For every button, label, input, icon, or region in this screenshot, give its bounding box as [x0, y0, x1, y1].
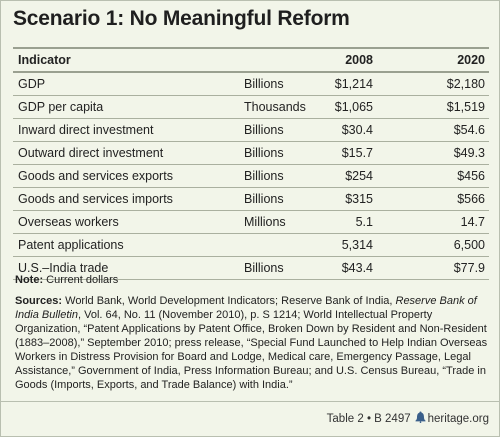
cell-unit: Billions — [244, 261, 284, 275]
cell-indicator: Overseas workers — [18, 215, 119, 229]
cell-2020: $2,180 — [446, 77, 485, 91]
sources-label: Sources: — [15, 295, 63, 307]
cell-unit: Billions — [244, 192, 284, 206]
cell-indicator: U.S.–India trade — [18, 261, 109, 275]
cell-2020: $54.6 — [453, 123, 485, 137]
data-table: Indicator 2008 2020 GDP Billions $1,214 $2,… — [13, 47, 489, 280]
table-row: Outward direct investment Billions $15.7 $4… — [13, 142, 489, 165]
table-row: Patent applications 5,314 6,500 — [13, 234, 489, 257]
cell-indicator: Patent applications — [18, 238, 124, 252]
footer-doc-ref: B 2497 — [374, 413, 411, 425]
cell-2020: $566 — [457, 192, 485, 206]
cell-2008: 5.1 — [355, 215, 373, 229]
page-title: Scenario 1: No Meaningful Reform — [13, 7, 350, 30]
column-header-2020: 2020 — [457, 53, 485, 67]
cell-2020: $456 — [457, 169, 485, 183]
cell-2020: $77.9 — [453, 261, 485, 275]
cell-2008: $30.4 — [341, 123, 373, 137]
cell-unit: Billions — [244, 77, 284, 91]
cell-2020: 6,500 — [453, 238, 485, 252]
cell-2008: $15.7 — [341, 146, 373, 160]
table-row: GDP per capita Thousands $1,065 $1,519 — [13, 96, 489, 119]
column-header-2008: 2008 — [345, 53, 373, 67]
cell-indicator: Goods and services imports — [18, 192, 173, 206]
table-row: Inward direct investment Billions $30.4 $54… — [13, 119, 489, 142]
cell-2008: $1,214 — [334, 77, 373, 91]
cell-unit: Billions — [244, 146, 284, 160]
table-row: Goods and services exports Billions $254 $4… — [13, 165, 489, 188]
table-row: Overseas workers Millions 5.1 14.7 — [13, 211, 489, 234]
note-label: Note: — [15, 274, 44, 286]
table-header-row: Indicator 2008 2020 — [13, 49, 489, 73]
liberty-bell-icon — [415, 411, 426, 423]
footer-site[interactable]: heritage.org — [427, 413, 489, 425]
table-note: Note: Current dollars — [15, 273, 485, 287]
cell-2020: $1,519 — [446, 100, 485, 114]
cell-indicator: Goods and services exports — [18, 169, 173, 183]
table-row: GDP Billions $1,214 $2,180 — [13, 73, 489, 96]
cell-2008: $43.4 — [341, 261, 373, 275]
footer-table-ref: Table 2 — [326, 413, 364, 425]
footer-separator: • — [363, 413, 375, 425]
sources-text-1: World Bank, World Development Indicators… — [62, 295, 396, 307]
sources-italic-title: Reserve Bank of India Bulletin — [15, 295, 477, 321]
cell-unit: Billions — [244, 123, 284, 137]
cell-2008: $315 — [345, 192, 373, 206]
table-row: Goods and services imports Billions $315 $5… — [13, 188, 489, 211]
footer-credit: Table 2 • B 2497 heritage.org — [327, 411, 489, 425]
note-text: Current dollars — [43, 274, 119, 286]
cell-unit: Millions — [244, 215, 286, 229]
cell-unit: Billions — [244, 169, 284, 183]
column-header-indicator: Indicator — [18, 53, 71, 67]
cell-unit: Thousands — [244, 100, 306, 114]
cell-2008: $254 — [345, 169, 373, 183]
table-row: U.S.–India trade Billions $43.4 $77.9 — [13, 257, 489, 280]
cell-indicator: GDP — [18, 77, 46, 91]
cell-2008: 5,314 — [341, 238, 373, 252]
footer: Table 2 • B 2497 heritage.org — [1, 401, 500, 425]
cell-indicator: Inward direct investment — [18, 123, 154, 137]
cell-indicator: GDP per capita — [18, 100, 104, 114]
cell-2008: $1,065 — [334, 100, 373, 114]
cell-indicator: Outward direct investment — [18, 146, 164, 160]
table-sources: Sources: World Bank, World Development I… — [15, 294, 489, 392]
sources-text-2: , Vol. 64, No. 11 (November 2010), p. S … — [15, 309, 488, 391]
cell-2020: 14.7 — [460, 215, 485, 229]
cell-2020: $49.3 — [453, 146, 485, 160]
